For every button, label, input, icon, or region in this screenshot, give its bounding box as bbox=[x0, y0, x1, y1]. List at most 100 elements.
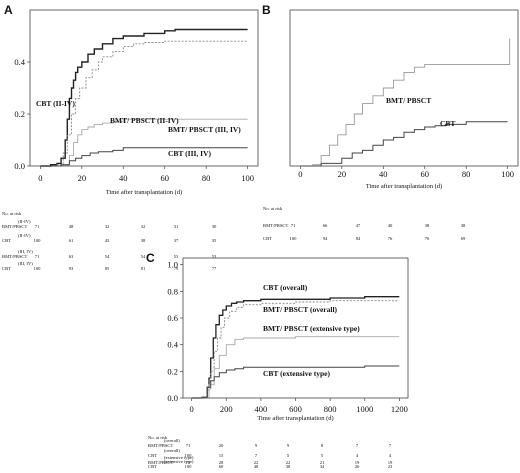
risk-value: 23 bbox=[388, 464, 393, 468]
x-tick-label: 20 bbox=[338, 169, 347, 179]
series-line bbox=[191, 296, 400, 399]
x-tick-label: 0 bbox=[298, 169, 302, 179]
risk-value: 71 bbox=[35, 254, 40, 259]
risk-value: 63 bbox=[69, 254, 74, 259]
x-tick-label: 40 bbox=[379, 169, 388, 179]
x-tick-label: 600 bbox=[289, 404, 302, 414]
curve-label: BMT/ PBSCT (overall) bbox=[263, 305, 338, 314]
x-tick-label: 1000 bbox=[356, 404, 373, 414]
risk-value: 69 bbox=[461, 236, 466, 241]
risk-value: 7 bbox=[356, 443, 359, 448]
risk-value: 40 bbox=[388, 223, 393, 228]
series-line bbox=[40, 118, 248, 167]
series-line bbox=[40, 28, 248, 167]
panel-letter: C bbox=[146, 251, 155, 265]
risk-value: 38 bbox=[286, 464, 291, 468]
risk-value: 9 bbox=[255, 443, 258, 448]
risk-value: 22 bbox=[286, 460, 291, 465]
x-tick-label: 800 bbox=[324, 404, 337, 414]
curve-label: BMT/ PBSCT (extensive type) bbox=[263, 324, 360, 333]
x-tick-label: 200 bbox=[220, 404, 233, 414]
risk-row-sublabel: (extensive type) bbox=[164, 459, 194, 464]
x-tick-label: 100 bbox=[501, 169, 514, 179]
risk-value: 71 bbox=[35, 224, 40, 229]
risk-value: 100 bbox=[290, 236, 298, 241]
y-tick-label: 0.2 bbox=[167, 366, 178, 376]
panel-letter: B bbox=[262, 3, 271, 17]
series-line bbox=[191, 336, 400, 399]
risk-value: 54 bbox=[141, 254, 146, 259]
curve-label: BMT/ PBSCT bbox=[386, 96, 431, 105]
plot-frame bbox=[29, 9, 259, 167]
risk-value: 47 bbox=[356, 223, 361, 228]
y-tick-label: 0.8 bbox=[167, 286, 178, 296]
risk-value: 100 bbox=[34, 266, 42, 271]
risk-row-sublabel: (overall) bbox=[164, 448, 180, 453]
risk-value: 26 bbox=[355, 464, 360, 468]
curve-label: BMT/ PBSCT (II-IV) bbox=[110, 116, 179, 125]
x-tick-label: 0 bbox=[190, 404, 194, 414]
curve-label: CBT bbox=[440, 119, 455, 128]
risk-value: 7 bbox=[255, 453, 258, 458]
risk-value: 79 bbox=[174, 266, 179, 271]
y-tick-label: 0.6 bbox=[167, 313, 178, 323]
series-line bbox=[300, 38, 511, 167]
y-tick-label: 0.0 bbox=[167, 393, 178, 403]
risk-value: 8 bbox=[321, 443, 324, 448]
y-tick-label: 0.2 bbox=[14, 109, 25, 119]
risk-value: 53 bbox=[174, 254, 179, 259]
panel-c: C 0 200 400 600 800 1000 1200 0.0 0.2 0.4 0.6 0.8 1.0… bbox=[146, 251, 409, 469]
series-line bbox=[191, 365, 400, 399]
x-tick-label: 80 bbox=[462, 169, 471, 179]
y-tick-label: 0.0 bbox=[14, 161, 25, 171]
risk-row-sublabel: (II-IV) bbox=[18, 233, 31, 238]
risk-value: 22 bbox=[254, 460, 259, 465]
risk-row-sublabel: (extensive type) bbox=[164, 455, 194, 460]
series-line bbox=[40, 147, 248, 167]
y-tick-label: 0.4 bbox=[167, 340, 178, 350]
risk-value: 32 bbox=[105, 224, 110, 229]
risk-value: 81 bbox=[141, 266, 146, 271]
panel-a: A 0 20 40 60 80 100 0.0 0.2 0.4 Time after transpl… bbox=[2, 3, 259, 271]
risk-row-sublabel: (overall) bbox=[164, 438, 180, 443]
risk-value: 35 bbox=[212, 238, 217, 243]
risk-row-label: CBT bbox=[263, 236, 272, 241]
risk-row-label: CBT bbox=[2, 266, 11, 271]
risk-value: 38 bbox=[425, 223, 430, 228]
risk-value: 84 bbox=[356, 236, 361, 241]
risk-value: 70 bbox=[425, 236, 430, 241]
risk-value: 71 bbox=[291, 223, 296, 228]
x-tick-label: 20 bbox=[78, 173, 87, 183]
risk-value: 71 bbox=[186, 460, 191, 465]
series-line bbox=[300, 121, 508, 167]
risk-value: 53 bbox=[212, 254, 217, 259]
panel-letter: A bbox=[4, 3, 13, 17]
risk-table-header: No. at risk bbox=[2, 211, 22, 216]
risk-value: 54 bbox=[105, 254, 110, 259]
risk-value: 66 bbox=[323, 223, 328, 228]
risk-value: 9 bbox=[287, 443, 290, 448]
risk-value: 38 bbox=[461, 223, 466, 228]
risk-row-label: BMT/PBSCT bbox=[148, 443, 173, 448]
risk-value: 94 bbox=[323, 236, 328, 241]
risk-value: 48 bbox=[69, 224, 74, 229]
panel-b: B 0 20 40 60 80 100 Time after transplantation … bbox=[262, 3, 519, 241]
risk-row-label: CBT bbox=[148, 453, 157, 458]
curve-label: CBT (extensive type) bbox=[263, 369, 330, 378]
risk-row-label: BMT/PBSCT bbox=[2, 224, 27, 229]
x-tick-label: 100 bbox=[241, 173, 254, 183]
risk-table-header: No. at risk bbox=[263, 206, 283, 211]
curve-label: CBT (overall) bbox=[263, 283, 308, 292]
risk-value: 19 bbox=[388, 460, 393, 465]
risk-value: 4 bbox=[389, 453, 392, 458]
x-tick-label: 0 bbox=[38, 173, 42, 183]
risk-value: 43 bbox=[105, 238, 110, 243]
x-tick-label: 60 bbox=[160, 173, 169, 183]
risk-value: 20 bbox=[219, 443, 224, 448]
risk-value: 21 bbox=[320, 460, 325, 465]
risk-table-header: No. at risk bbox=[148, 435, 168, 440]
plot-frame bbox=[289, 9, 519, 167]
risk-row-label: BMT/PBSCT bbox=[263, 223, 288, 228]
risk-row-sublabel: (III, IV) bbox=[18, 249, 33, 255]
risk-row-label: BMT/PBSCT bbox=[2, 254, 27, 259]
